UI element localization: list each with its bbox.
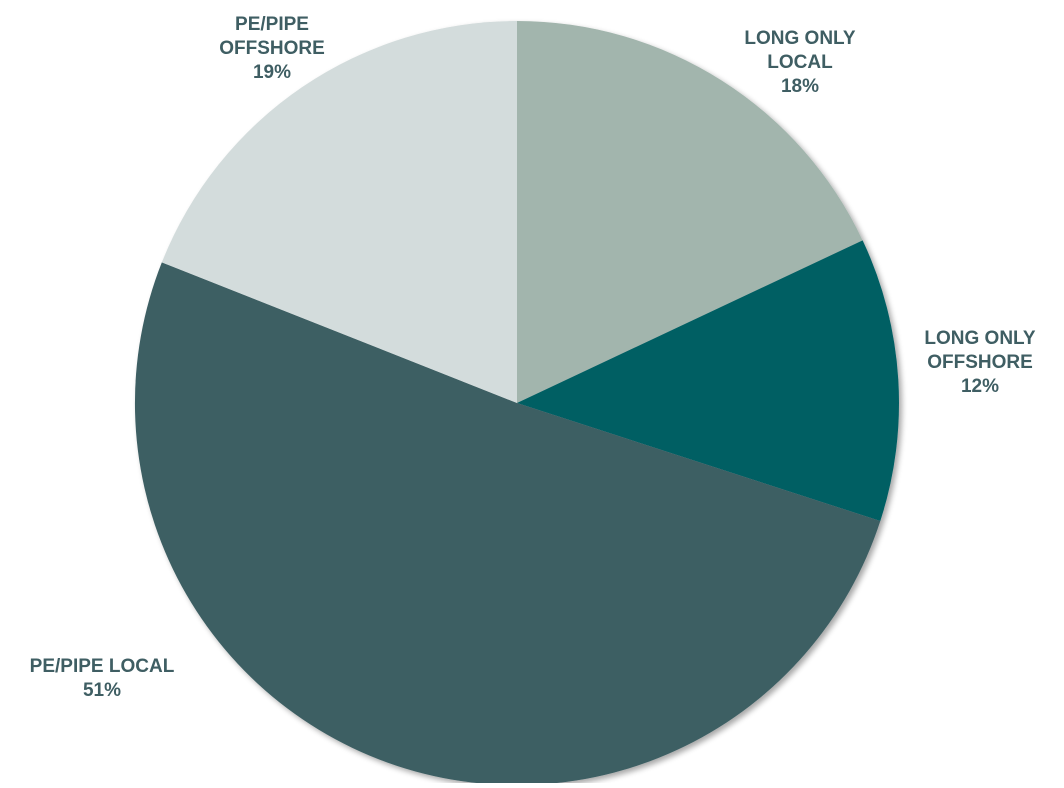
pie-slice-long-only-offshore	[517, 240, 899, 522]
slice-name-line: PE/PIPE	[235, 14, 309, 35]
pie-slice-pe-pipe-local	[134, 262, 881, 786]
slice-label-pe-pipe-offshore: PE/PIPE OFFSHORE 19%	[219, 14, 325, 83]
slice-percent-label: 18%	[781, 76, 819, 97]
slice-percent-label: 12%	[961, 376, 999, 397]
pie-slices	[134, 21, 899, 786]
pie-slice-long-only-local	[517, 21, 863, 403]
slice-label-long-only-offshore: LONG ONLY OFFSHORE 12%	[924, 328, 1036, 397]
slice-label-long-only-local: LONG ONLY LOCAL 18%	[744, 28, 856, 97]
slice-name-line: LOCAL	[767, 52, 833, 73]
slice-name-line: PE/PIPE LOCAL	[30, 656, 175, 677]
slice-percent-label: 19%	[253, 62, 291, 83]
slice-percent-label: 51%	[83, 680, 121, 701]
slice-name-line: OFFSHORE	[219, 38, 325, 59]
slice-label-pe-pipe-local: PE/PIPE LOCAL 51%	[30, 656, 175, 701]
pie-labels: LONG ONLY LOCAL 18% LONG ONLY OFFSHORE 12% PE/…	[30, 14, 1036, 701]
slice-name-line: LONG ONLY	[924, 328, 1036, 349]
pie-slice-pe-pipe-offshore	[161, 21, 517, 403]
slice-name-line: OFFSHORE	[927, 352, 1033, 373]
slice-name-line: LONG ONLY	[744, 28, 856, 49]
